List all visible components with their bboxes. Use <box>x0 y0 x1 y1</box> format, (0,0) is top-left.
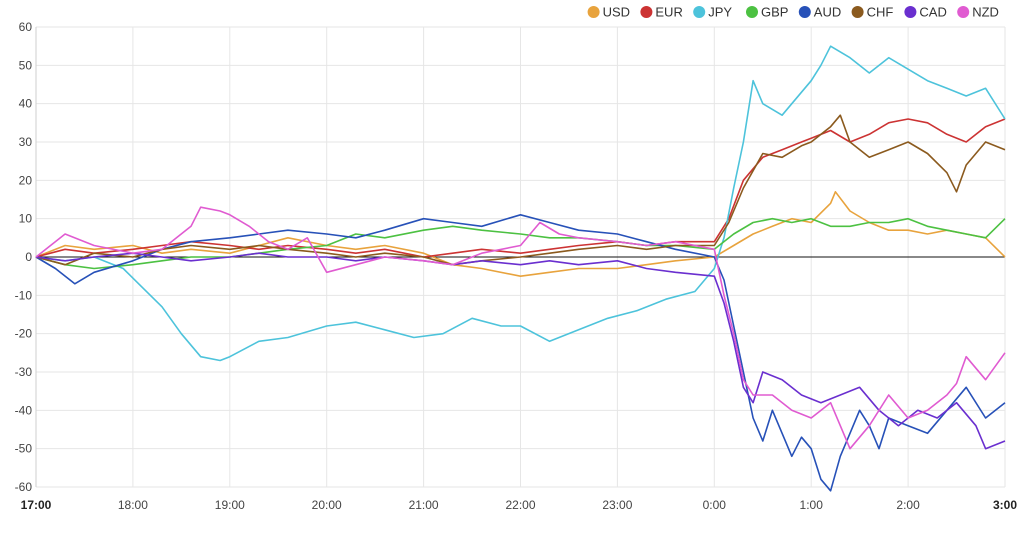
legend-item-usd[interactable]: USD <box>587 5 630 20</box>
series-line-usd <box>35 191 1006 277</box>
x-tick-label: 20:00 <box>312 498 342 512</box>
y-tick-label: -30 <box>15 365 33 379</box>
x-tick-label: 19:00 <box>215 498 245 512</box>
x-tick-label: 3:00 <box>993 498 1017 512</box>
legend[interactable]: USD EUR JPY GBP AUD CHF CAD NZD <box>587 5 999 20</box>
x-tick-label: 22:00 <box>505 498 535 512</box>
y-tick-label: 10 <box>19 212 33 226</box>
legend-label: CHF <box>867 5 894 20</box>
y-axis-ticks: 60 50 40 30 20 10 0 -10 -20 -30 -40 -50 -60 <box>15 20 33 494</box>
legend-label: NZD <box>972 5 999 20</box>
legend-label: JPY <box>708 5 732 20</box>
series-line-aud <box>35 214 1006 492</box>
x-tick-label: 21:00 <box>409 498 439 512</box>
legend-item-cad[interactable]: CAD <box>904 5 947 20</box>
legend-swatch <box>693 6 706 18</box>
legend-swatch <box>798 6 811 18</box>
y-tick-label: 50 <box>19 58 33 72</box>
x-tick-label: 0:00 <box>703 498 727 512</box>
legend-swatch <box>957 6 970 18</box>
legend-item-gbp[interactable]: GBP <box>746 5 788 20</box>
y-tick-label: -20 <box>15 327 33 341</box>
x-axis-ticks: 17:00 18:00 19:00 20:00 21:00 22:00 23:00 0:00 1… <box>21 498 1018 512</box>
x-tick-label: 17:00 <box>21 498 52 512</box>
x-tick-label: 23:00 <box>602 498 632 512</box>
legend-swatch <box>851 6 864 18</box>
y-tick-label: 20 <box>19 173 33 187</box>
series-lines <box>35 45 1006 492</box>
y-tick-label: -60 <box>15 480 33 494</box>
y-tick-label: -40 <box>15 403 33 417</box>
x-tick-label: 18:00 <box>118 498 148 512</box>
legend-swatch <box>746 6 758 18</box>
series-line-chf <box>35 114 1006 266</box>
y-tick-label: 30 <box>19 135 33 149</box>
series-line-cad <box>35 252 1006 450</box>
series-line-jpy <box>35 45 1006 362</box>
legend-item-eur[interactable]: EUR <box>640 5 683 20</box>
legend-item-jpy[interactable]: JPY <box>693 5 732 20</box>
legend-swatch <box>904 6 917 18</box>
legend-label: GBP <box>761 5 788 20</box>
y-tick-label: -50 <box>15 442 33 456</box>
y-tick-label: 0 <box>25 250 32 264</box>
x-tick-label: 1:00 <box>800 498 824 512</box>
legend-label: CAD <box>919 5 946 20</box>
series-line-nzd <box>35 206 1006 450</box>
legend-label: AUD <box>814 5 841 20</box>
legend-item-nzd[interactable]: NZD <box>957 5 999 20</box>
legend-swatch <box>640 6 653 18</box>
x-tick-label: 2:00 <box>896 498 920 512</box>
legend-item-aud[interactable]: AUD <box>798 5 841 20</box>
legend-label: EUR <box>655 5 682 20</box>
y-tick-label: 40 <box>19 97 33 111</box>
legend-label: USD <box>603 5 630 20</box>
legend-item-chf[interactable]: CHF <box>851 5 894 20</box>
legend-swatch <box>587 6 600 18</box>
y-tick-label: -10 <box>15 288 33 302</box>
y-tick-label: 60 <box>19 20 33 34</box>
